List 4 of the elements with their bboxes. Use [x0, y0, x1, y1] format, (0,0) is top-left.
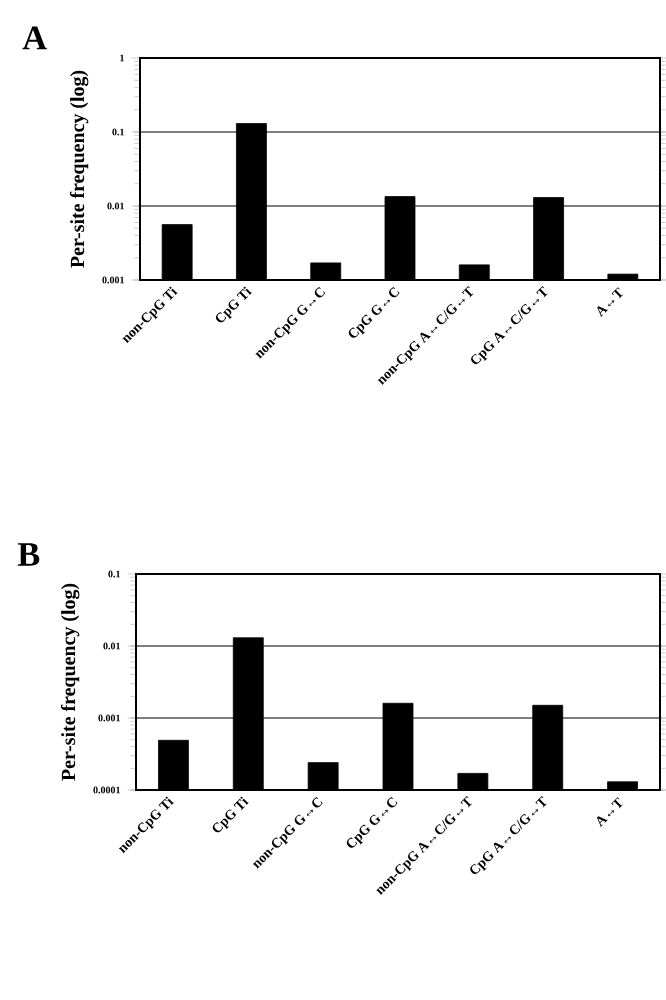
chart-title: A — [22, 26, 47, 50]
y-axis-title: Per-site frequency (log) — [60, 583, 80, 781]
chart-title: B — [17, 543, 40, 566]
y-axis-title: Per-site frequency (log) — [69, 70, 89, 268]
